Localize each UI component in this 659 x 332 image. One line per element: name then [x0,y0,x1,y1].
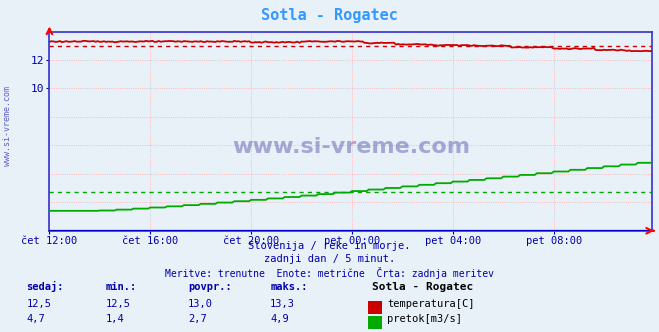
Text: pretok[m3/s]: pretok[m3/s] [387,314,463,324]
Text: 4,9: 4,9 [270,314,289,324]
Text: www.si-vreme.com: www.si-vreme.com [3,86,13,166]
Text: Sotla - Rogatec: Sotla - Rogatec [372,283,474,292]
Text: 1,4: 1,4 [105,314,124,324]
Text: temperatura[C]: temperatura[C] [387,299,475,309]
Text: zadnji dan / 5 minut.: zadnji dan / 5 minut. [264,254,395,264]
Text: 2,7: 2,7 [188,314,206,324]
Text: Meritve: trenutne  Enote: metrične  Črta: zadnja meritev: Meritve: trenutne Enote: metrične Črta: … [165,267,494,279]
Text: 12,5: 12,5 [26,299,51,309]
Text: min.:: min.: [105,283,136,292]
Text: 13,3: 13,3 [270,299,295,309]
Text: www.si-vreme.com: www.si-vreme.com [232,137,470,157]
Text: povpr.:: povpr.: [188,283,231,292]
Text: maks.:: maks.: [270,283,308,292]
Text: Slovenija / reke in morje.: Slovenija / reke in morje. [248,241,411,251]
Text: sedaj:: sedaj: [26,282,64,292]
Text: 4,7: 4,7 [26,314,45,324]
Text: 12,5: 12,5 [105,299,130,309]
Text: Sotla - Rogatec: Sotla - Rogatec [261,8,398,23]
Text: 13,0: 13,0 [188,299,213,309]
